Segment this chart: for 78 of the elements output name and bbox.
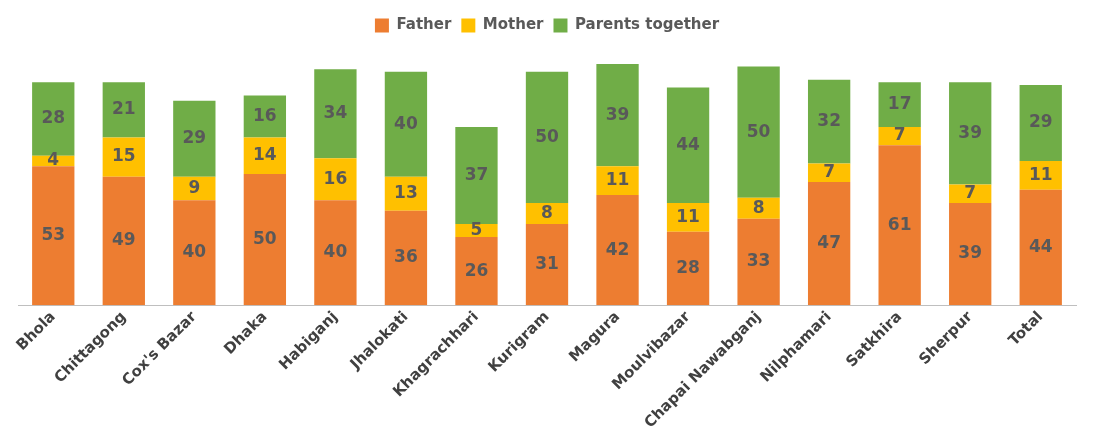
data-label: 28: [41, 107, 66, 128]
data-label: 16: [253, 104, 277, 125]
data-label: 4: [47, 149, 60, 170]
data-label: 32: [817, 110, 841, 131]
data-label: 53: [41, 224, 66, 245]
bar: [596, 63, 639, 167]
data-label: 44: [676, 133, 701, 154]
data-label: 7: [893, 124, 906, 145]
legend-label: Mother: [482, 15, 545, 34]
data-label: 50: [253, 228, 277, 249]
data-label: 8: [541, 201, 553, 222]
bar: [807, 79, 851, 164]
data-label: 5: [470, 218, 483, 239]
data-label: 49: [111, 229, 136, 250]
data-label: 21: [111, 98, 136, 119]
bar: [243, 174, 287, 306]
bar: [314, 69, 357, 159]
data-label: 13: [394, 182, 418, 203]
data-label: 39: [958, 242, 983, 263]
bar: [878, 82, 921, 127]
bar: [384, 71, 428, 177]
bar: [878, 145, 921, 306]
bar: [666, 231, 710, 306]
bar: [32, 166, 75, 306]
bar: [949, 202, 992, 306]
bar: [314, 200, 357, 306]
data-label: 15: [111, 145, 136, 166]
bar: [384, 210, 428, 306]
bar: [525, 71, 569, 203]
data-label: 50: [535, 125, 559, 146]
data-label: 14: [253, 144, 277, 165]
data-label: 31: [535, 252, 559, 273]
data-label: 39: [605, 103, 630, 124]
data-label: 33: [746, 250, 771, 271]
data-label: 7: [964, 182, 977, 203]
data-label: 40: [182, 241, 207, 262]
data-label: 9: [188, 176, 201, 197]
data-label: 34: [323, 102, 348, 123]
bar: [525, 223, 569, 306]
bar: [314, 158, 357, 201]
data-label: 47: [817, 231, 841, 252]
legend-label: Parents together: [574, 15, 720, 34]
bar: [102, 82, 145, 138]
data-label: 29: [182, 127, 207, 148]
data-label: 11: [605, 169, 630, 190]
data-label: 44: [1028, 235, 1053, 256]
data-label: 42: [605, 238, 630, 259]
bar: [173, 100, 216, 177]
data-label: 26: [464, 259, 489, 280]
data-label: 40: [394, 112, 418, 133]
data-label: 36: [394, 246, 418, 267]
bar: [949, 82, 992, 185]
bar: [455, 126, 498, 224]
data-label: 37: [464, 163, 489, 184]
bar: [737, 66, 780, 198]
bar: [596, 195, 639, 306]
bar: [102, 176, 145, 306]
bar: [737, 218, 780, 306]
bar: [666, 87, 710, 203]
data-label: 29: [1028, 111, 1053, 132]
bar: [1019, 84, 1062, 161]
data-label: 11: [1028, 163, 1053, 184]
data-label: 61: [887, 213, 912, 234]
bar: [455, 237, 498, 306]
data-label: 17: [887, 93, 912, 114]
data-label: 50: [746, 120, 771, 141]
data-label: 40: [323, 241, 348, 262]
legend-label: Father: [396, 15, 452, 34]
data-label: 11: [676, 205, 700, 226]
data-label: 39: [958, 121, 983, 142]
bar: [807, 181, 851, 306]
data-label: 28: [676, 256, 700, 277]
data-label: 7: [823, 161, 836, 182]
bar: [173, 200, 216, 306]
bar: [1019, 189, 1062, 306]
data-label: 8: [752, 196, 765, 217]
bar: [102, 137, 145, 177]
data-label: 16: [323, 167, 348, 188]
